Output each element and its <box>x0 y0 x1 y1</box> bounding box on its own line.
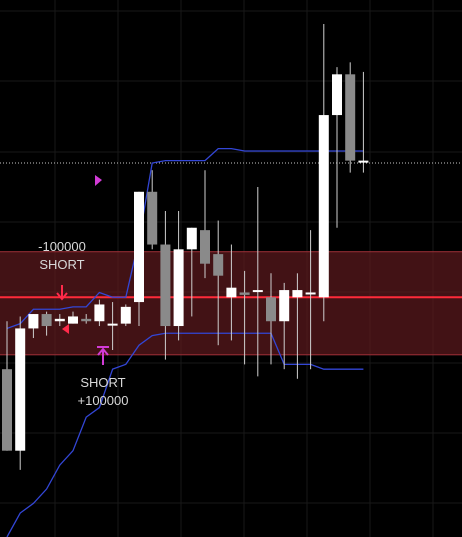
candle-body-2 <box>28 314 38 328</box>
candle-body-0 <box>2 369 12 451</box>
candle-body-6 <box>81 319 91 321</box>
candle-body-3 <box>42 314 52 326</box>
candle-body-15 <box>200 230 210 264</box>
candle-body-19 <box>253 290 263 292</box>
candle-body-13 <box>174 249 184 326</box>
short-plus-amount-label: +100000 <box>78 393 129 408</box>
candle-body-24 <box>319 115 329 297</box>
candle-body-17 <box>226 288 236 298</box>
candle-body-23 <box>306 292 316 294</box>
short-minus-amount-label: -100000 <box>38 239 86 254</box>
candle-body-22 <box>292 290 302 297</box>
band-marker-icon <box>95 175 102 186</box>
candle-body-27 <box>358 161 368 163</box>
candle-body-18 <box>240 292 250 294</box>
candle-body-1 <box>15 328 25 450</box>
candle-body-10 <box>134 192 144 302</box>
candle-body-5 <box>68 316 78 323</box>
lower-band-line <box>7 333 363 537</box>
candle-body-12 <box>160 245 170 327</box>
candle-body-14 <box>187 228 197 250</box>
candle-body-16 <box>213 254 223 276</box>
candle-body-8 <box>108 324 118 326</box>
candle-body-25 <box>332 74 342 115</box>
candle-body-20 <box>266 297 276 321</box>
candle-body-21 <box>279 290 289 321</box>
candle-body-9 <box>121 307 131 324</box>
short-minus-type-label: SHORT <box>39 257 84 272</box>
candle-body-11 <box>147 192 157 245</box>
candle-body-4 <box>55 319 65 321</box>
short-plus-type-label: SHORT <box>80 375 125 390</box>
candle-body-26 <box>345 74 355 160</box>
candle-body-7 <box>94 304 104 321</box>
